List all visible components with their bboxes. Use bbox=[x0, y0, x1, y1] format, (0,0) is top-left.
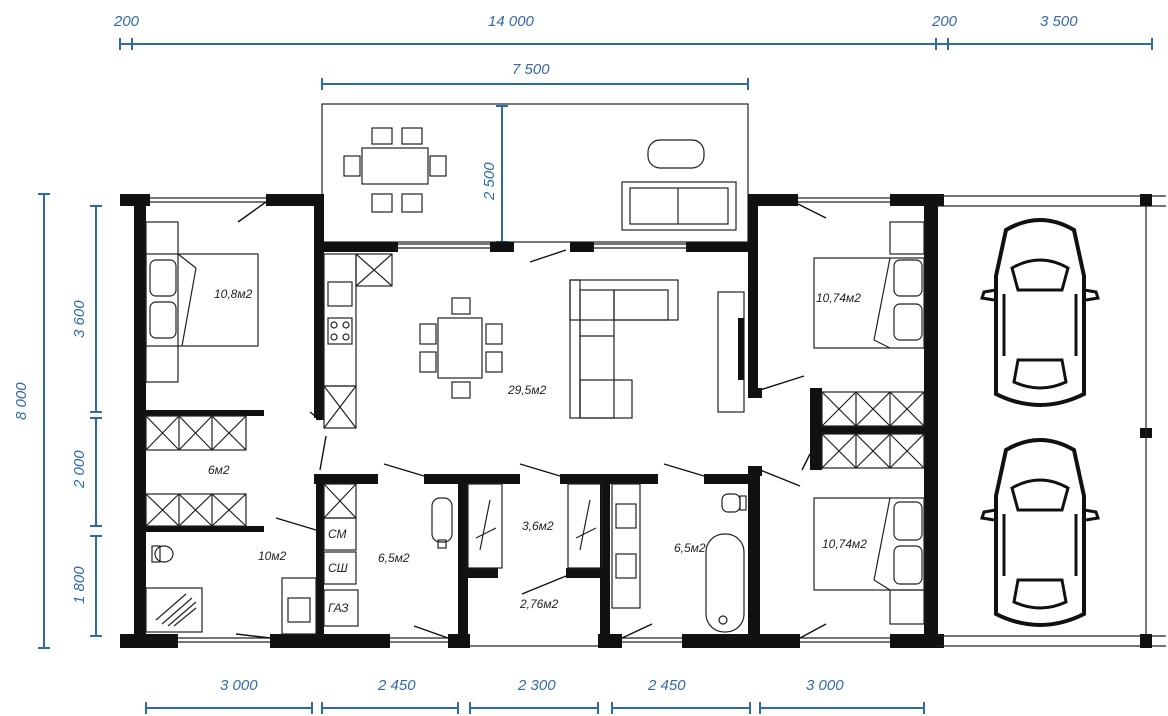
gas-label: ГАЗ bbox=[328, 601, 349, 615]
car-icon bbox=[980, 218, 1100, 407]
tv-unit bbox=[717, 291, 745, 413]
windows bbox=[150, 197, 890, 647]
room-area-living: 29,5м2 bbox=[507, 383, 547, 397]
dim-top-200-right: 200 bbox=[931, 13, 958, 30]
washer-label: СМ bbox=[328, 527, 347, 541]
room-area-storage: 6м2 bbox=[208, 463, 230, 477]
dim-bottom-3000-left: 3 000 bbox=[220, 677, 258, 694]
dim-left-8000: 8 000 bbox=[13, 382, 30, 420]
dim-left-3600: 3 600 bbox=[71, 300, 88, 338]
living-sofa bbox=[569, 279, 679, 419]
dim-top-3500: 3 500 bbox=[1040, 13, 1078, 30]
dim-left-1800: 1 800 bbox=[71, 566, 88, 604]
room-area-bath-right: 6,5м2 bbox=[674, 541, 706, 555]
dim-bottom-2450-left: 2 450 bbox=[377, 677, 416, 694]
hall-wardrobes bbox=[467, 483, 603, 569]
dim-top-200-left: 200 bbox=[113, 13, 140, 30]
dimension-lines bbox=[38, 38, 1153, 714]
room-area-boiler: 6,5м2 bbox=[378, 551, 410, 565]
dim-bottom-2300: 2 300 bbox=[517, 677, 556, 694]
living-dining-set bbox=[419, 297, 503, 399]
bedroom-right-bottom-furniture bbox=[813, 497, 925, 625]
room-area-hall: 3,6м2 bbox=[522, 519, 554, 533]
right-wardrobes bbox=[821, 391, 925, 469]
dim-terrace-depth: 2 500 bbox=[481, 162, 498, 201]
kitchen-furniture bbox=[323, 253, 393, 429]
dim-bottom-2450-right: 2 450 bbox=[647, 677, 686, 694]
bedroom-left-furniture bbox=[145, 221, 259, 383]
walls bbox=[120, 194, 944, 648]
dim-bottom-3000-right: 3 000 bbox=[806, 677, 844, 694]
dim-left-2000: 2 000 bbox=[71, 450, 88, 489]
terrace bbox=[321, 103, 749, 243]
room-area-bedroom-right-top: 10,74м2 bbox=[816, 291, 861, 305]
room-area-corridor: 2,76м2 bbox=[519, 597, 559, 611]
dim-top-14000: 14 000 bbox=[488, 13, 535, 30]
room-area-bedroom-left: 10,8м2 bbox=[214, 287, 253, 301]
doors bbox=[235, 201, 827, 639]
room-area-bath-left: 10м2 bbox=[258, 549, 287, 563]
storage-cabinets bbox=[145, 415, 247, 527]
bath-right-fixtures bbox=[611, 483, 747, 633]
garage bbox=[938, 194, 1166, 648]
utility-appliances bbox=[323, 483, 453, 627]
dim-terrace-width: 7 500 bbox=[512, 61, 550, 78]
room-area-bedroom-right-bottom: 10,74м2 bbox=[822, 537, 867, 551]
car-icon bbox=[980, 438, 1100, 627]
dryer-label: СШ bbox=[328, 561, 349, 575]
bedroom-right-top-furniture bbox=[813, 221, 925, 349]
bath-left-fixtures bbox=[145, 545, 317, 635]
